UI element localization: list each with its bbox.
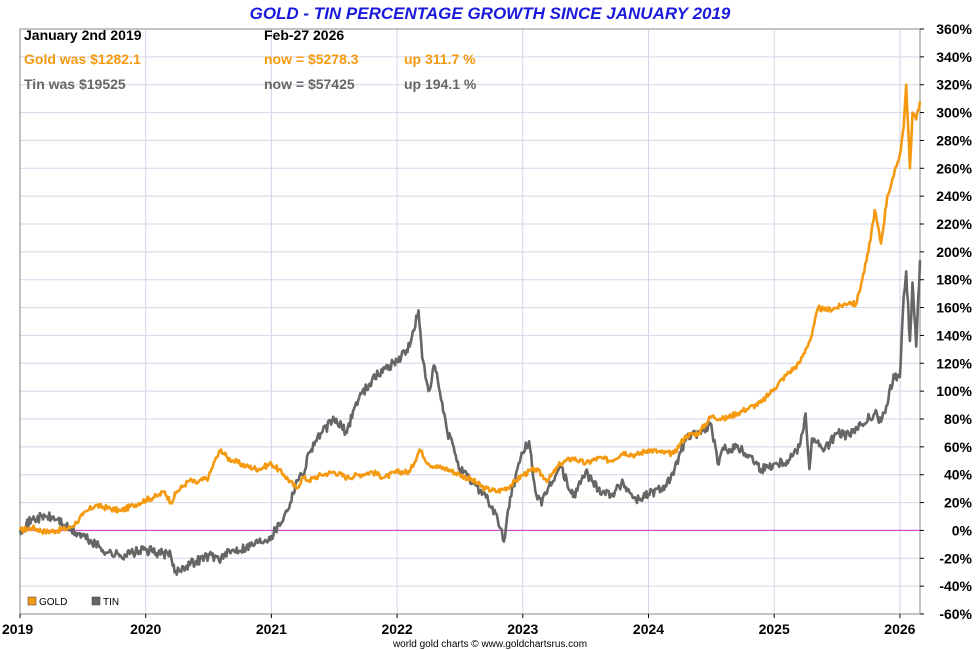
x-tick-label: 2024	[633, 621, 664, 637]
y-tick-label: 0%	[952, 522, 973, 538]
y-tick-label: 100%	[936, 383, 972, 399]
y-tick-label: 20%	[944, 495, 973, 511]
y-tick-label: 140%	[936, 327, 972, 343]
legend-tin-swatch	[91, 596, 101, 606]
y-tick-label: -40%	[939, 578, 972, 594]
x-tick-label: 2025	[759, 621, 790, 637]
tin-now-label: now = $57425	[264, 76, 355, 92]
y-tick-label: 300%	[936, 105, 972, 121]
y-tick-label: -20%	[939, 550, 972, 566]
x-tick-label: 2021	[256, 621, 287, 637]
end-date-label: Feb-27 2026	[264, 27, 344, 43]
y-tick-label: 320%	[936, 77, 972, 93]
y-tick-label: 40%	[944, 467, 973, 483]
y-tick-label: 340%	[936, 49, 972, 65]
y-tick-label: 160%	[936, 300, 972, 316]
y-tick-label: 180%	[936, 272, 972, 288]
gold-now-label: now = $5278.3	[264, 51, 359, 67]
legend-gold-label: GOLD	[39, 597, 67, 608]
x-tick-label: 2022	[382, 621, 413, 637]
x-tick-label: 2019	[2, 621, 33, 637]
x-tick-label: 2026	[884, 621, 915, 637]
start-date-label: January 2nd 2019	[24, 27, 142, 43]
y-tick-label: 120%	[936, 355, 972, 371]
gold-was-label: Gold was $1282.1	[24, 51, 141, 67]
legend-tin-label: TIN	[103, 597, 119, 608]
y-tick-label: 200%	[936, 244, 972, 260]
plot-border	[19, 28, 921, 615]
y-tick-label: 240%	[936, 188, 972, 204]
y-tick-label: 80%	[944, 411, 973, 427]
chart-title: GOLD - TIN PERCENTAGE GROWTH SINCE JANUA…	[250, 4, 731, 23]
legend: GOLD TIN	[27, 596, 119, 608]
y-tick-label: 360%	[936, 21, 972, 37]
y-axis-ticks: -60% -40% -20% 0% 20% 40% 60% 80% 100% 120% 140% 16…	[920, 21, 973, 622]
legend-gold-swatch	[27, 596, 37, 606]
y-tick-label: 220%	[936, 216, 972, 232]
tin-was-label: Tin was $19525	[24, 76, 126, 92]
series-line-tin	[18, 260, 922, 576]
y-tick-label: 60%	[944, 439, 973, 455]
gold-up-label: up 311.7 %	[404, 51, 476, 67]
series-lines	[18, 83, 922, 576]
tin-up-label: up 194.1 %	[404, 76, 477, 92]
x-axis-ticks: 2019 2020 2021 2022 2023 2024 2025 2026	[2, 614, 916, 637]
x-tick-label: 2020	[130, 621, 161, 637]
y-tick-label: 260%	[936, 160, 972, 176]
y-tick-label: 280%	[936, 132, 972, 148]
x-tick-label: 2023	[507, 621, 538, 637]
series-line-gold	[18, 83, 922, 535]
y-tick-label: -60%	[939, 606, 972, 622]
credit-text: world gold charts © www.goldchartsrus.co…	[392, 639, 587, 650]
